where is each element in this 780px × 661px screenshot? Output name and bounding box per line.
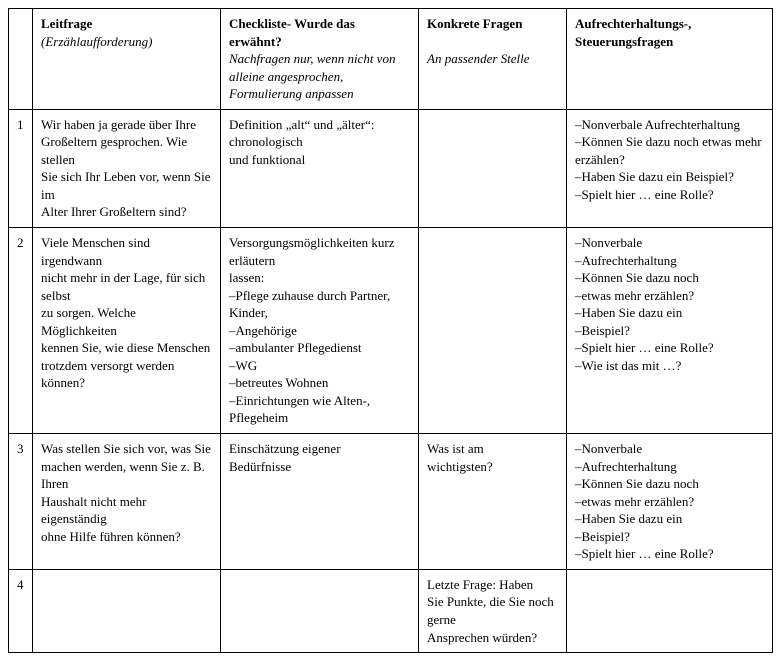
- aufrechterhaltung-cell: –Nonverbale–Aufrechterhaltung–Können Sie…: [567, 434, 773, 570]
- checkliste-cell-line: Einschätzung eigener: [229, 440, 410, 458]
- leitfrage-cell-line: machen werden, wenn Sie z. B. Ihren: [41, 458, 212, 493]
- aufrechterhaltung-cell-line: –etwas mehr erzählen?: [575, 287, 764, 305]
- checkliste-cell-line: chronologisch: [229, 133, 410, 151]
- checkliste-cell: Einschätzung eigenerBedürfnisse: [221, 434, 419, 570]
- leitfrage-cell-line: Alter Ihrer Großeltern sind?: [41, 203, 212, 221]
- checkliste-cell-line: –WG: [229, 357, 410, 375]
- header-check-sub: Nachfragen nur, wenn nicht von alleine a…: [229, 51, 395, 101]
- checkliste-cell-line: Versorgungsmöglichkeiten kurz erläutern: [229, 234, 410, 269]
- leitfrage-cell-line: Sie sich Ihr Leben vor, wenn Sie im: [41, 168, 212, 203]
- checkliste-cell-line: –betreutes Wohnen: [229, 374, 410, 392]
- aufrechterhaltung-cell-line: –Nonverbale Aufrechterhaltung: [575, 116, 764, 134]
- header-leitfrage: Leitfrage (Erzählaufforderung): [33, 9, 221, 110]
- leitfrage-cell: Wir haben ja gerade über IhreGroßeltern …: [33, 109, 221, 227]
- checkliste-cell-line: –Einrichtungen wie Alten-, Pflegeheim: [229, 392, 410, 427]
- aufrechterhaltung-cell-line: –Spielt hier … eine Rolle?: [575, 339, 764, 357]
- konkrete-cell-line: Letzte Frage: Haben: [427, 576, 558, 594]
- checkliste-cell-line: –ambulanter Pflegedienst: [229, 339, 410, 357]
- header-check-main: Checkliste- Wurde das erwähnt?: [229, 16, 355, 49]
- aufrechterhaltung-cell-line: –Können Sie dazu noch: [575, 475, 764, 493]
- header-konk-main: Konkrete Fragen: [427, 16, 522, 31]
- header-auf-main: Aufrechterhaltungs-, Steuerungsfragen: [575, 16, 691, 49]
- checkliste-cell-line: Bedürfnisse: [229, 458, 410, 476]
- aufrechterhaltung-cell-line: –Beispiel?: [575, 528, 764, 546]
- header-checkliste: Checkliste- Wurde das erwähnt? Nachfrage…: [221, 9, 419, 110]
- leitfrage-cell-line: kennen Sie, wie diese Menschen: [41, 339, 212, 357]
- aufrechterhaltung-cell-line: –Spielt hier … eine Rolle?: [575, 186, 764, 204]
- aufrechterhaltung-cell-line: –Nonverbale: [575, 234, 764, 252]
- leitfrage-cell-line: Wir haben ja gerade über Ihre: [41, 116, 212, 134]
- leitfrage-cell: Viele Menschen sind irgendwannnicht mehr…: [33, 228, 221, 434]
- table-row: 3Was stellen Sie sich vor, was Siemachen…: [9, 434, 773, 570]
- aufrechterhaltung-cell-line: –Haben Sie dazu ein: [575, 304, 764, 322]
- aufrechterhaltung-cell-line: –Wie ist das mit …?: [575, 357, 764, 375]
- interview-guide-table: Leitfrage (Erzählaufforderung) Checklist…: [8, 8, 773, 653]
- checkliste-cell-line: –Pflege zuhause durch Partner, Kinder,: [229, 287, 410, 322]
- leitfrage-cell-line: nicht mehr in der Lage, für sich selbst: [41, 269, 212, 304]
- checkliste-cell: Definition „alt“ und „älter“:chronologis…: [221, 109, 419, 227]
- header-num: [9, 9, 33, 110]
- leitfrage-cell-line: zu sorgen. Welche Möglichkeiten: [41, 304, 212, 339]
- leitfrage-cell-line: Haushalt nicht mehr eigenständig: [41, 493, 212, 528]
- header-leit-sub: (Erzählaufforderung): [41, 34, 152, 49]
- aufrechterhaltung-cell-line: –Beispiel?: [575, 322, 764, 340]
- table-row: 4 Letzte Frage: HabenSie Punkte, die Sie…: [9, 569, 773, 652]
- leitfrage-cell: Was stellen Sie sich vor, was Siemachen …: [33, 434, 221, 570]
- konkrete-cell: Was ist amwichtigsten?: [419, 434, 567, 570]
- leitfrage-cell: [33, 569, 221, 652]
- row-number: 2: [9, 228, 33, 434]
- aufrechterhaltung-cell-line: –Aufrechterhaltung: [575, 458, 764, 476]
- table-body: 1Wir haben ja gerade über IhreGroßeltern…: [9, 109, 773, 652]
- konkrete-cell: [419, 109, 567, 227]
- leitfrage-cell-line: Viele Menschen sind irgendwann: [41, 234, 212, 269]
- checkliste-cell-line: –Angehörige: [229, 322, 410, 340]
- row-number: 1: [9, 109, 33, 227]
- checkliste-cell-line: und funktional: [229, 151, 410, 169]
- konkrete-cell-line: Sie Punkte, die Sie noch: [427, 593, 558, 611]
- konkrete-cell-line: Was ist am: [427, 440, 558, 458]
- leitfrage-cell-line: ohne Hilfe führen können?: [41, 528, 212, 546]
- aufrechterhaltung-cell: –Nonverbale–Aufrechterhaltung–Können Sie…: [567, 228, 773, 434]
- checkliste-cell: [221, 569, 419, 652]
- table-row: 1Wir haben ja gerade über IhreGroßeltern…: [9, 109, 773, 227]
- aufrechterhaltung-cell-line: –Spielt hier … eine Rolle?: [575, 545, 764, 563]
- aufrechterhaltung-cell-line: –Können Sie dazu noch etwas mehr erzähle…: [575, 133, 764, 168]
- row-number: 3: [9, 434, 33, 570]
- aufrechterhaltung-cell-line: –Aufrechterhaltung: [575, 252, 764, 270]
- aufrechterhaltung-cell: [567, 569, 773, 652]
- konkrete-cell-line: gerne: [427, 611, 558, 629]
- table-row: 2Viele Menschen sind irgendwannnicht meh…: [9, 228, 773, 434]
- aufrechterhaltung-cell-line: –Haben Sie dazu ein: [575, 510, 764, 528]
- konkrete-cell: [419, 228, 567, 434]
- row-number: 4: [9, 569, 33, 652]
- leitfrage-cell-line: Was stellen Sie sich vor, was Sie: [41, 440, 212, 458]
- aufrechterhaltung-cell-line: –Nonverbale: [575, 440, 764, 458]
- leitfrage-cell-line: trotzdem versorgt werden können?: [41, 357, 212, 392]
- aufrechterhaltung-cell-line: –Können Sie dazu noch: [575, 269, 764, 287]
- header-aufrechterhaltung: Aufrechterhaltungs-, Steuerungsfragen: [567, 9, 773, 110]
- aufrechterhaltung-cell-line: –Haben Sie dazu ein Beispiel?: [575, 168, 764, 186]
- header-leit-main: Leitfrage: [41, 16, 92, 31]
- konkrete-cell-line: wichtigsten?: [427, 458, 558, 476]
- header-konkrete-fragen: Konkrete Fragen An passender Stelle: [419, 9, 567, 110]
- checkliste-cell-line: Definition „alt“ und „älter“:: [229, 116, 410, 134]
- checkliste-cell-line: lassen:: [229, 269, 410, 287]
- aufrechterhaltung-cell: –Nonverbale Aufrechterhaltung–Können Sie…: [567, 109, 773, 227]
- konkrete-cell-line: Ansprechen würden?: [427, 629, 558, 647]
- aufrechterhaltung-cell-line: –etwas mehr erzählen?: [575, 493, 764, 511]
- checkliste-cell: Versorgungsmöglichkeiten kurz erläuternl…: [221, 228, 419, 434]
- leitfrage-cell-line: Großeltern gesprochen. Wie stellen: [41, 133, 212, 168]
- header-row: Leitfrage (Erzählaufforderung) Checklist…: [9, 9, 773, 110]
- header-konk-sub: An passender Stelle: [427, 51, 530, 66]
- konkrete-cell: Letzte Frage: HabenSie Punkte, die Sie n…: [419, 569, 567, 652]
